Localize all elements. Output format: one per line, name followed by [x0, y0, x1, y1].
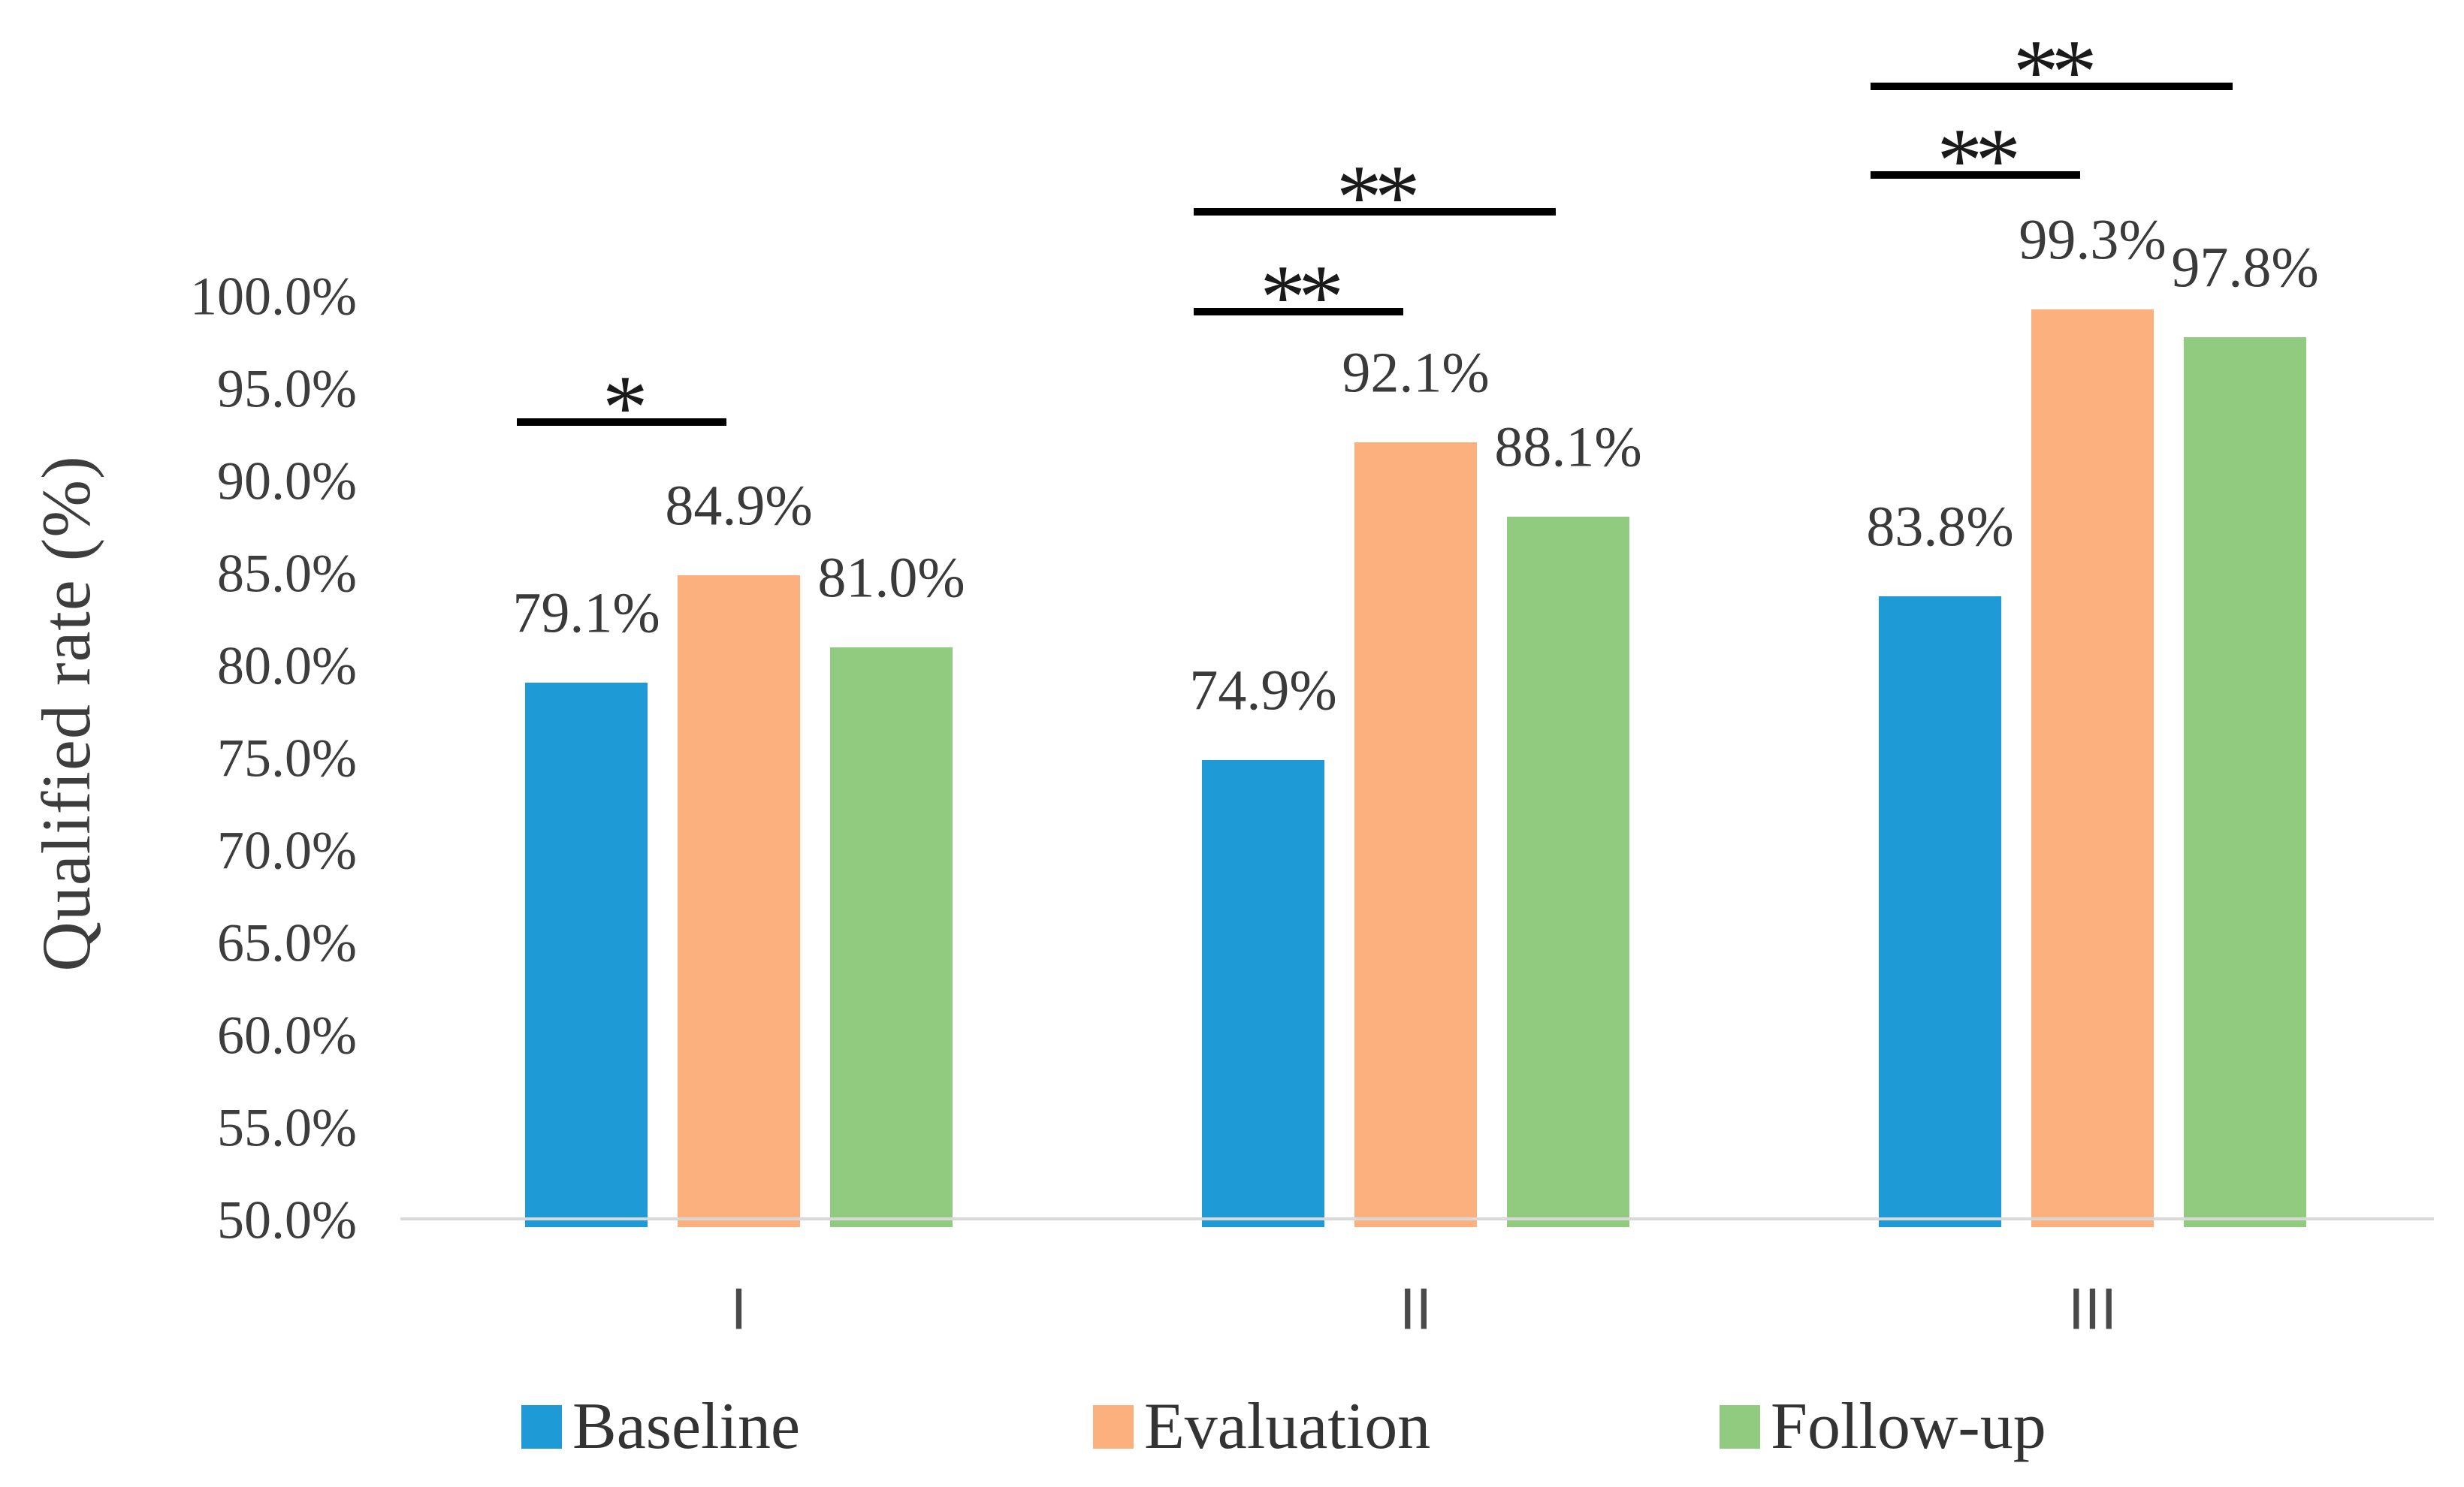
bar-follow-up-i: [830, 647, 953, 1227]
y-tick-label: 95.0%: [217, 358, 357, 419]
legend-label: Follow-up: [1771, 1390, 2046, 1463]
y-tick-label: 75.0%: [217, 728, 357, 789]
legend-item-baseline: Baseline: [521, 1394, 800, 1460]
data-label-evaluation-iii: 99.3%: [2019, 208, 2167, 272]
y-axis-title: Qualified rate (%): [28, 455, 104, 972]
category-label-i: I: [730, 1275, 747, 1342]
significance-bracket-line: [1194, 308, 1403, 315]
y-tick-label: 55.0%: [217, 1097, 357, 1158]
data-label-evaluation-ii: 92.1%: [1342, 341, 1490, 405]
data-label-follow-up-ii: 88.1%: [1494, 415, 1642, 479]
bar-baseline-i: [525, 683, 648, 1227]
y-tick-label: 60.0%: [217, 1005, 357, 1066]
legend-item-follow-up: Follow-up: [1720, 1394, 2046, 1460]
y-tick-label: 70.0%: [217, 820, 357, 881]
legend-swatch-follow-up: [1720, 1405, 1760, 1449]
significance-bracket-line: [1871, 171, 2080, 179]
x-axis-line: [400, 1217, 2434, 1220]
y-tick-label: 50.0%: [217, 1190, 357, 1250]
legend-label: Baseline: [572, 1390, 801, 1463]
data-label-follow-up-i: 81.0%: [817, 546, 965, 610]
significance-marker: **: [1260, 246, 1344, 348]
data-label-follow-up-iii: 97.8%: [2171, 236, 2319, 300]
category-label-ii: II: [1399, 1275, 1433, 1342]
y-tick-label: 65.0%: [217, 912, 357, 973]
data-label-baseline-ii: 74.9%: [1189, 659, 1337, 722]
category-label-iii: III: [2067, 1275, 2118, 1342]
data-label-baseline-iii: 83.8%: [1866, 495, 2014, 559]
legend-label: Evaluation: [1144, 1390, 1431, 1463]
significance-marker: *: [602, 357, 648, 458]
bar-follow-up-ii: [1507, 516, 1629, 1227]
significance-marker: **: [2013, 21, 2097, 122]
data-label-baseline-i: 79.1%: [512, 581, 660, 645]
significance-bracket-line: [1871, 83, 2233, 90]
bar-evaluation-ii: [1354, 442, 1477, 1227]
legend-item-evaluation: Evaluation: [1093, 1394, 1430, 1460]
data-label-evaluation-i: 84.9%: [665, 474, 813, 538]
legend-swatch-baseline: [521, 1405, 562, 1449]
bar-follow-up-iii: [2184, 337, 2306, 1227]
y-tick-label: 80.0%: [217, 635, 357, 696]
significance-marker: **: [1336, 146, 1421, 248]
significance-marker: **: [1937, 110, 2021, 211]
bar-baseline-ii: [1202, 760, 1324, 1227]
bar-baseline-iii: [1879, 596, 2001, 1227]
y-tick-label: 100.0%: [190, 266, 357, 327]
legend-swatch-evaluation: [1093, 1405, 1134, 1449]
bar-evaluation-i: [678, 575, 800, 1227]
y-tick-label: 90.0%: [217, 451, 357, 511]
bar-evaluation-iii: [2031, 309, 2154, 1227]
significance-bracket-line: [1194, 208, 1556, 216]
significance-bracket-line: [517, 418, 726, 426]
y-tick-label: 85.0%: [217, 543, 357, 604]
